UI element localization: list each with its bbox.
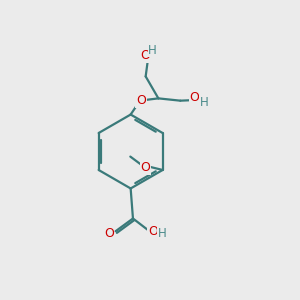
Text: O: O [141, 49, 151, 62]
Text: O: O [136, 94, 146, 107]
Text: H: H [148, 44, 157, 57]
Text: O: O [104, 227, 114, 240]
Text: O: O [140, 161, 150, 174]
Text: O: O [148, 225, 158, 238]
Text: H: H [200, 96, 208, 109]
Text: H: H [158, 227, 166, 240]
Text: O: O [189, 92, 199, 104]
